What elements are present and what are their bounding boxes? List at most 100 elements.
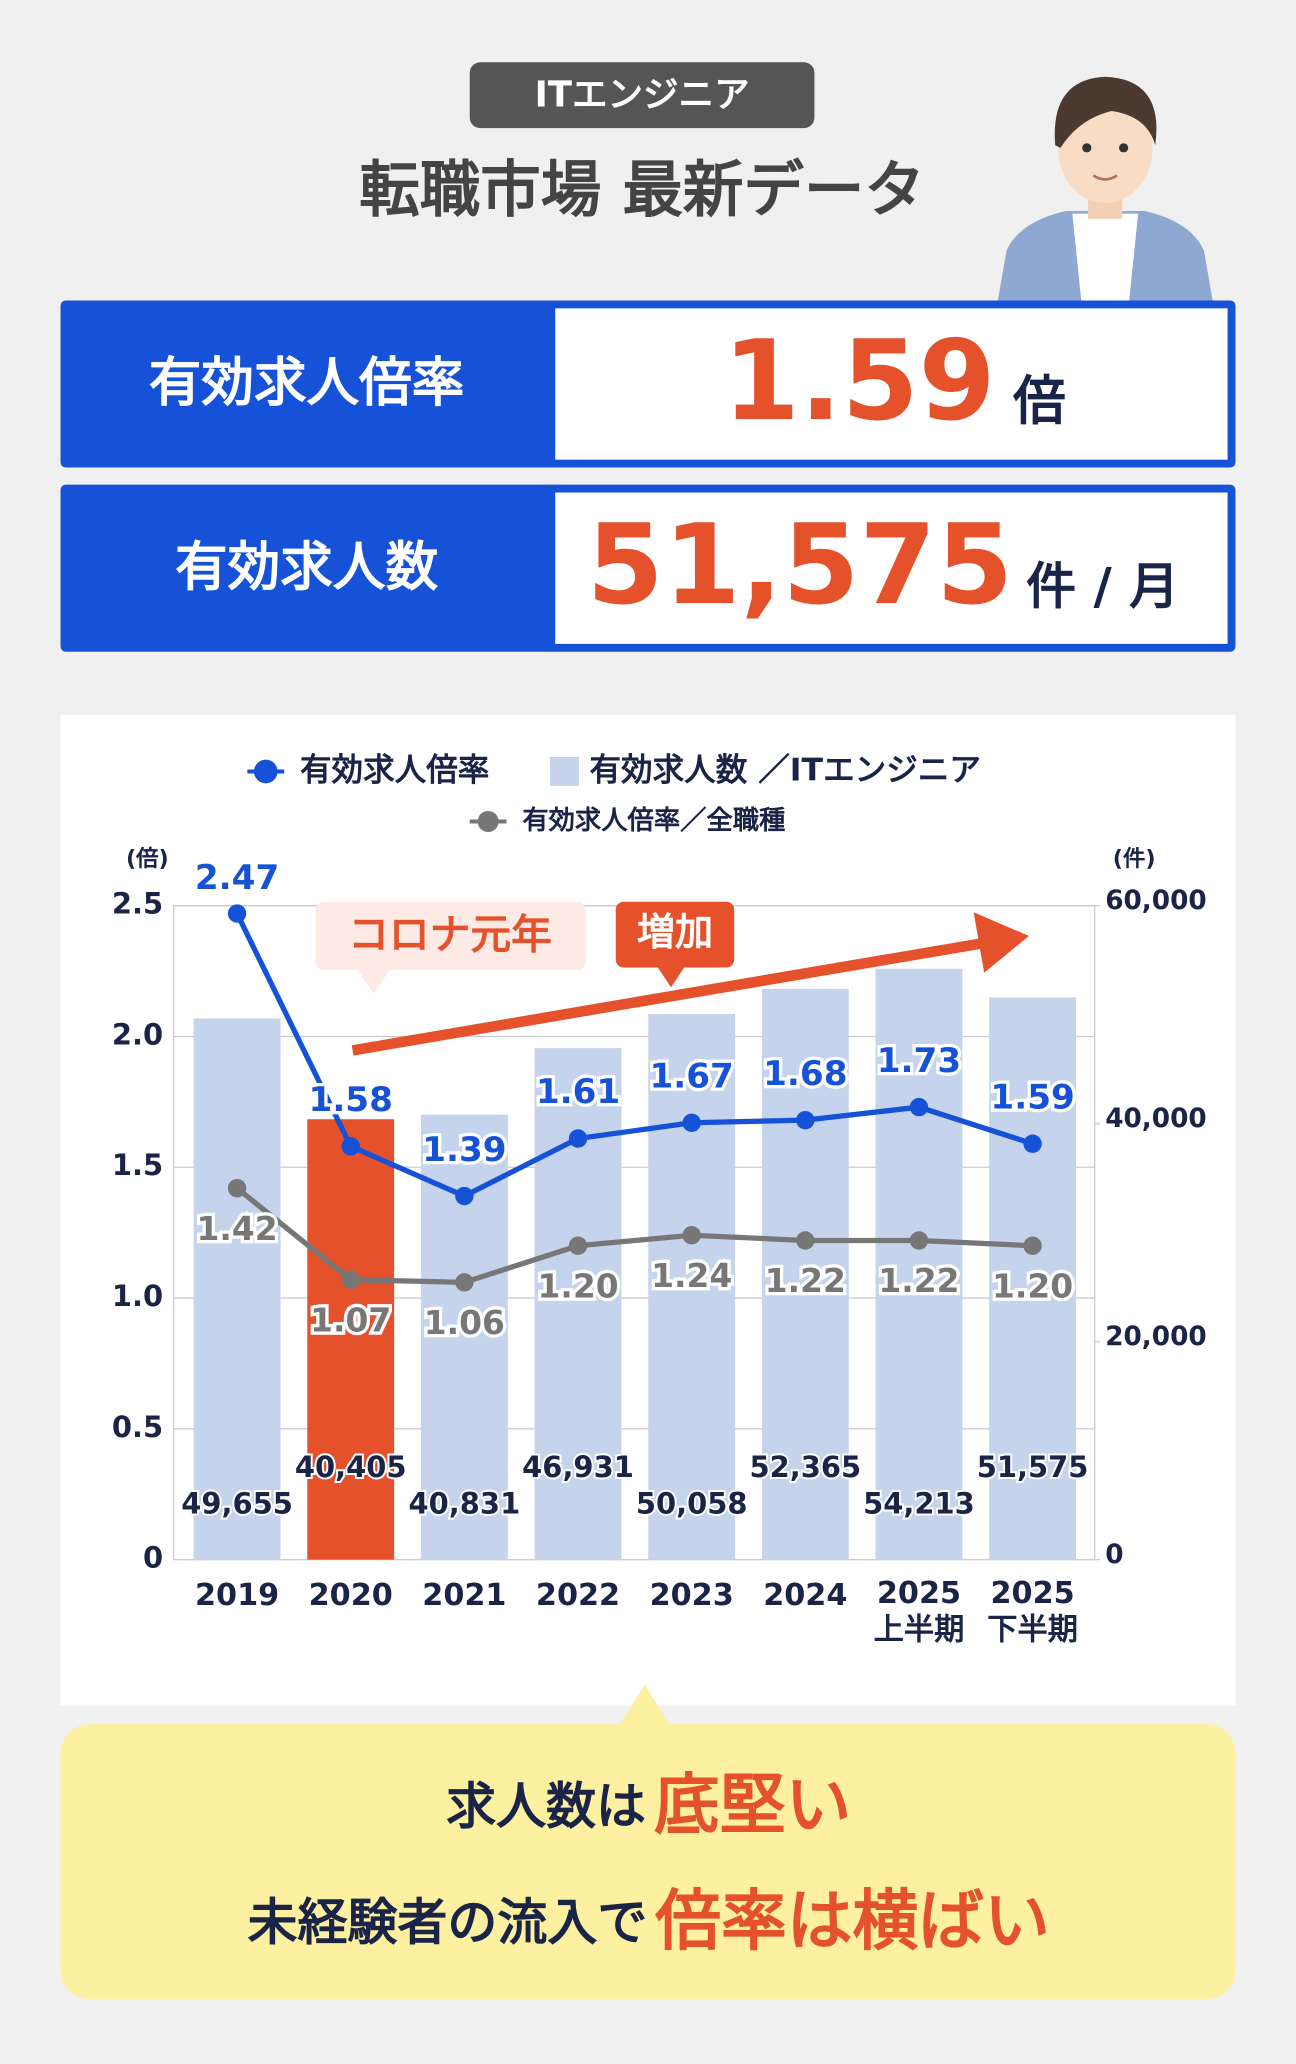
y-tick-label: 1.0 xyxy=(112,1279,163,1313)
point-label: 1.58 xyxy=(309,1080,393,1120)
stat-label: 有効求人倍率 xyxy=(149,353,465,414)
callout-emphasis: 底堅い xyxy=(654,1767,851,1844)
line xyxy=(234,912,1034,1199)
x-tick-label: 2019 xyxy=(195,1578,279,1613)
stats: 有効求人倍率 1.59 倍 有効求人数 51,575 件 / 月 xyxy=(60,300,1236,652)
stat-label: 有効求人数 xyxy=(175,537,438,598)
point xyxy=(341,1270,360,1289)
point xyxy=(909,1231,929,1250)
point xyxy=(455,1186,474,1206)
legend-label: 有効求人倍率 xyxy=(300,752,489,788)
point-label: 1.06 xyxy=(424,1303,505,1342)
annotation-box xyxy=(315,901,586,971)
stat-value: 51,575 xyxy=(587,501,1013,630)
y2-tick-label: 40,000 xyxy=(1105,1104,1206,1134)
x-tick-label: 2023 xyxy=(650,1578,734,1613)
point xyxy=(1023,1236,1042,1255)
legend-swatch xyxy=(549,757,579,786)
y-tick-label: 1.5 xyxy=(112,1148,163,1182)
point-label: 2.47 xyxy=(195,858,279,898)
bar xyxy=(761,988,849,1560)
bar-value-label: 49,655 xyxy=(181,1487,293,1521)
point-label: 1.22 xyxy=(878,1261,959,1300)
point xyxy=(796,1110,815,1130)
point xyxy=(455,1273,474,1292)
y-axis-label: (倍) xyxy=(126,846,169,872)
callout-line: 求人数は 底堅い xyxy=(446,1767,851,1844)
annotation-pointer xyxy=(357,970,390,994)
stat-unit: 倍 xyxy=(1012,371,1066,432)
x-tick-label: 2022 xyxy=(536,1578,620,1613)
line xyxy=(235,1186,1033,1285)
x-tick-label: 2020 xyxy=(309,1578,393,1613)
badge-text: ITエンジニア xyxy=(535,75,750,116)
bar-value-label: 40,405 xyxy=(295,1450,407,1484)
badge xyxy=(469,62,815,129)
annotation-pointer xyxy=(657,967,685,988)
point-label: 1.68 xyxy=(763,1054,847,1094)
point-label: 1.20 xyxy=(537,1266,618,1305)
x-tick-label: 2024 xyxy=(763,1578,847,1613)
callout-line: 未経験者の流入で 倍率は横ばい xyxy=(247,1882,1049,1959)
x-tick-label: 2025 下半期 xyxy=(987,1575,1078,1647)
y-tick-label: 0 xyxy=(143,1541,163,1575)
point-label: 1.39 xyxy=(422,1130,506,1170)
point-label: 1.24 xyxy=(651,1256,732,1295)
legend-label: 有効求人倍率／全職種 xyxy=(522,806,785,836)
point-label: 1.07 xyxy=(310,1300,391,1339)
stat-unit: 件 / 月 xyxy=(1026,557,1179,615)
bar xyxy=(648,1014,736,1560)
bar-value-label: 40,831 xyxy=(409,1487,521,1521)
y2-tick-label: 60,000 xyxy=(1105,886,1206,916)
title: 転職市場 最新データ xyxy=(359,155,925,225)
legend-swatch xyxy=(253,759,278,784)
bar-value-label: 50,058 xyxy=(636,1487,748,1521)
point xyxy=(227,904,247,923)
y-tick-label: 2.5 xyxy=(112,887,163,921)
bar xyxy=(307,1119,395,1560)
point-label: 1.59 xyxy=(990,1077,1074,1117)
annotation: コロナ元年 xyxy=(348,910,552,958)
annotation-box xyxy=(615,901,735,968)
y2-tick-label: 0 xyxy=(1105,1540,1123,1570)
point xyxy=(227,1178,247,1198)
bar-value-label: 51,575 xyxy=(977,1450,1089,1484)
point xyxy=(909,1097,929,1117)
legend-swatch xyxy=(477,810,499,833)
bar-value-label: 52,365 xyxy=(749,1450,861,1484)
stat-value-box xyxy=(555,308,1228,460)
legend-label: 有効求人数 ／ITエンジニア xyxy=(589,752,980,788)
callout-emphasis: 倍率は横ばい xyxy=(654,1882,1050,1959)
y2-tick-label: 20,000 xyxy=(1105,1322,1206,1352)
bar-value-label: 54,213 xyxy=(863,1487,975,1521)
point xyxy=(568,1129,588,1148)
annotation: 増加 xyxy=(637,910,713,954)
callout-pointer xyxy=(618,1684,672,1727)
bar xyxy=(193,1018,281,1560)
point xyxy=(682,1226,701,1245)
y-tick-label: 0.5 xyxy=(112,1410,163,1444)
point-label: 1.67 xyxy=(649,1057,733,1097)
point-label: 1.20 xyxy=(992,1266,1073,1305)
callout-text: 未経験者の流入で xyxy=(247,1893,647,1951)
bar xyxy=(989,997,1077,1560)
stat-value: 1.59 xyxy=(723,317,996,446)
point-label: 1.42 xyxy=(197,1209,278,1248)
bar xyxy=(875,968,963,1560)
y-tick-label: 2.0 xyxy=(112,1017,163,1051)
callout xyxy=(60,1724,1236,2000)
trend-arrow xyxy=(351,937,988,1056)
bar-value-label: 46,931 xyxy=(522,1450,634,1484)
x-tick-label: 2021 xyxy=(422,1578,506,1613)
point xyxy=(796,1231,815,1250)
point xyxy=(682,1113,701,1133)
callout-text: 求人数は xyxy=(446,1777,646,1835)
chart: 0 0.5 1.0 1.5 2.0 2.5 0 20,000 40,000 60,000 (倍) (件… xyxy=(112,752,1207,1647)
point xyxy=(568,1236,588,1255)
point-label: 1.73 xyxy=(877,1041,961,1081)
person-illustration xyxy=(997,76,1214,304)
point-label: 1.22 xyxy=(765,1261,846,1300)
x-tick-label: 2025 上半期 xyxy=(874,1575,965,1647)
